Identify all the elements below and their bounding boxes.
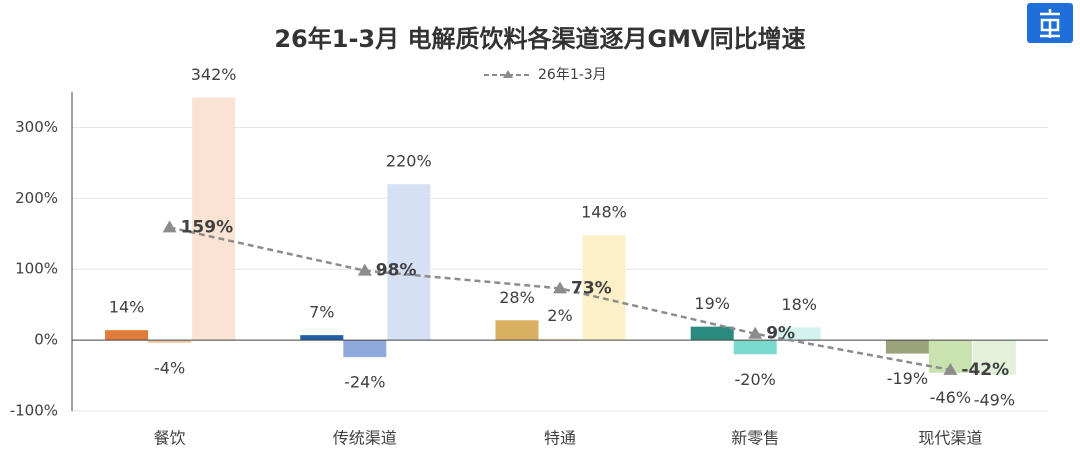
bar — [148, 340, 192, 343]
data-label: 18% — [781, 295, 817, 314]
line-series — [169, 226, 951, 372]
x-tick-label: 现代渠道 — [918, 429, 982, 448]
bar — [387, 184, 431, 341]
line-label: -42% — [961, 360, 1009, 380]
line-label: 9% — [766, 324, 795, 344]
line-label: 73% — [571, 278, 612, 298]
data-label: 2% — [547, 306, 572, 325]
bar — [192, 97, 236, 341]
data-label: 14% — [109, 298, 145, 317]
bar — [885, 340, 929, 354]
bar — [690, 326, 734, 341]
bar — [733, 340, 777, 355]
data-label: 220% — [386, 152, 432, 171]
line-marker — [553, 281, 567, 294]
logo-icon — [1027, 3, 1073, 43]
data-label: 148% — [581, 203, 627, 222]
x-tick-label: 新零售 — [731, 429, 779, 448]
line-marker — [357, 263, 372, 276]
x-tick-label: 餐饮 — [154, 429, 186, 448]
bar — [972, 340, 1016, 375]
bar — [495, 320, 539, 341]
bar — [300, 335, 344, 341]
line-marker — [162, 220, 177, 233]
bar — [105, 330, 149, 341]
legend: 26年1-3月 — [484, 67, 607, 83]
data-label: -4% — [154, 358, 185, 377]
line-label: 159% — [181, 217, 234, 237]
y-tick-label: -100% — [10, 402, 58, 420]
legend-label: 26年1-3月 — [538, 67, 607, 83]
x-tick-label: 特通 — [544, 429, 576, 448]
data-label: 19% — [694, 294, 730, 313]
data-label: -19% — [887, 369, 928, 388]
data-label: -24% — [344, 373, 385, 392]
line-marker — [943, 362, 958, 375]
data-label: -49% — [974, 390, 1015, 409]
data-label: 342% — [191, 65, 237, 84]
data-label: -46% — [930, 388, 971, 407]
bar — [538, 338, 582, 341]
y-tick-label: 200% — [15, 189, 58, 207]
x-tick-label: 传统渠道 — [333, 429, 397, 448]
line-marker — [748, 326, 763, 339]
data-label: 28% — [499, 288, 535, 307]
y-tick-label: 300% — [15, 118, 58, 136]
y-tick-label: 100% — [15, 260, 58, 278]
bar — [582, 235, 626, 341]
data-label: -20% — [735, 370, 776, 389]
bar — [343, 340, 387, 358]
data-label: 7% — [309, 303, 334, 322]
bar — [777, 327, 821, 341]
legend-marker — [503, 70, 513, 78]
y-tick-label: 0% — [34, 331, 58, 349]
chart-title: 26年1-3月 电解质饮料各渠道逐月GMV同比增速 — [274, 25, 805, 53]
line-label: 98% — [376, 261, 417, 281]
